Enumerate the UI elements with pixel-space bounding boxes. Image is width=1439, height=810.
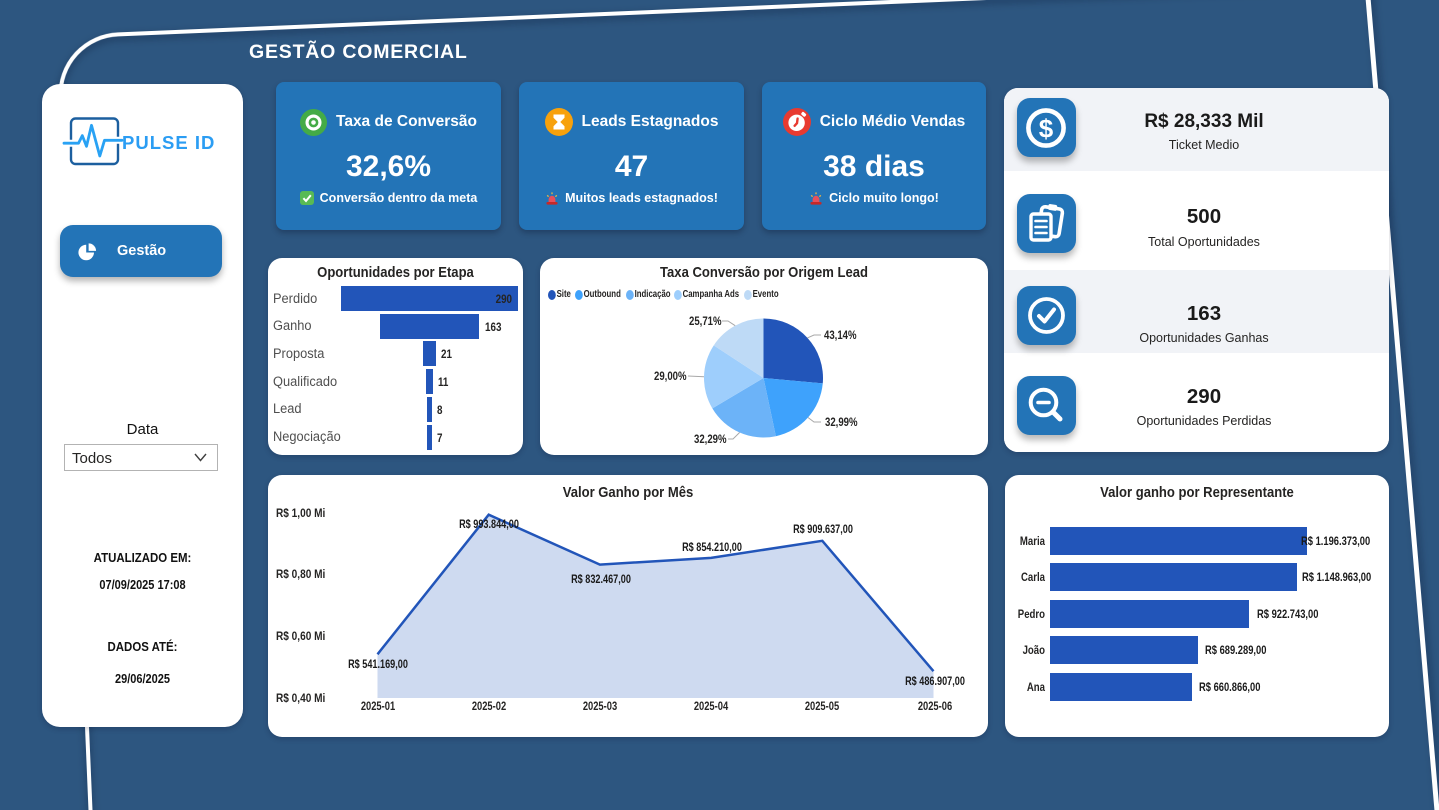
svg-text:$: $ [1039,113,1054,143]
svg-text:PULSE ID: PULSE ID [122,132,215,153]
